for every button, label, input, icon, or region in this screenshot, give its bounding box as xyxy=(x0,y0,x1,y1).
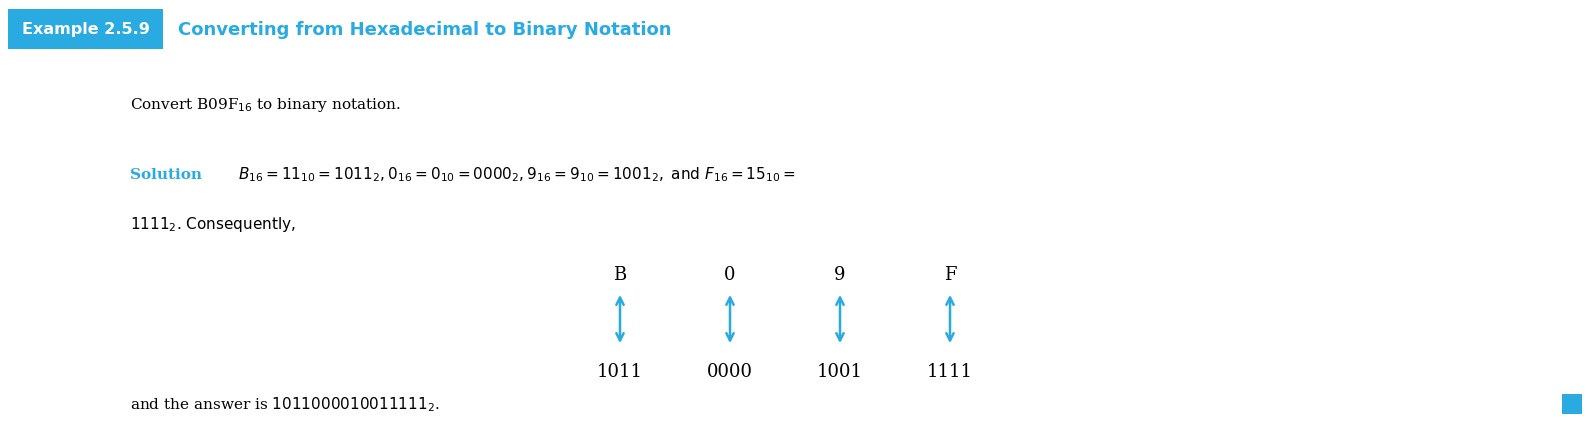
Text: Converting from Hexadecimal to Binary Notation: Converting from Hexadecimal to Binary No… xyxy=(179,21,671,39)
FancyBboxPatch shape xyxy=(1562,394,1581,414)
Text: 1111: 1111 xyxy=(928,362,972,380)
Text: B: B xyxy=(614,265,626,283)
Text: 1011: 1011 xyxy=(598,362,642,380)
Text: Convert B09F$_{16}$ to binary notation.: Convert B09F$_{16}$ to binary notation. xyxy=(131,96,400,114)
Text: F: F xyxy=(944,265,956,283)
Text: $1111_2$. Consequently,: $1111_2$. Consequently, xyxy=(131,215,296,234)
FancyBboxPatch shape xyxy=(8,10,163,50)
Text: 0: 0 xyxy=(724,265,736,283)
Text: 9: 9 xyxy=(834,265,846,283)
Text: 0000: 0000 xyxy=(708,362,752,380)
Text: Example 2.5.9: Example 2.5.9 xyxy=(22,22,150,37)
Text: and the answer is $1011000010011111_2$.: and the answer is $1011000010011111_2$. xyxy=(131,395,440,413)
Text: 1001: 1001 xyxy=(818,362,862,380)
Text: $B_{16} = 11_{10} = 1011_2, 0_{16} = 0_{10} = 0000_2, 9_{16} = 9_{10} = 1001_2,$: $B_{16} = 11_{10} = 1011_2, 0_{16} = 0_{… xyxy=(238,165,795,184)
Text: Solution: Solution xyxy=(131,168,202,182)
